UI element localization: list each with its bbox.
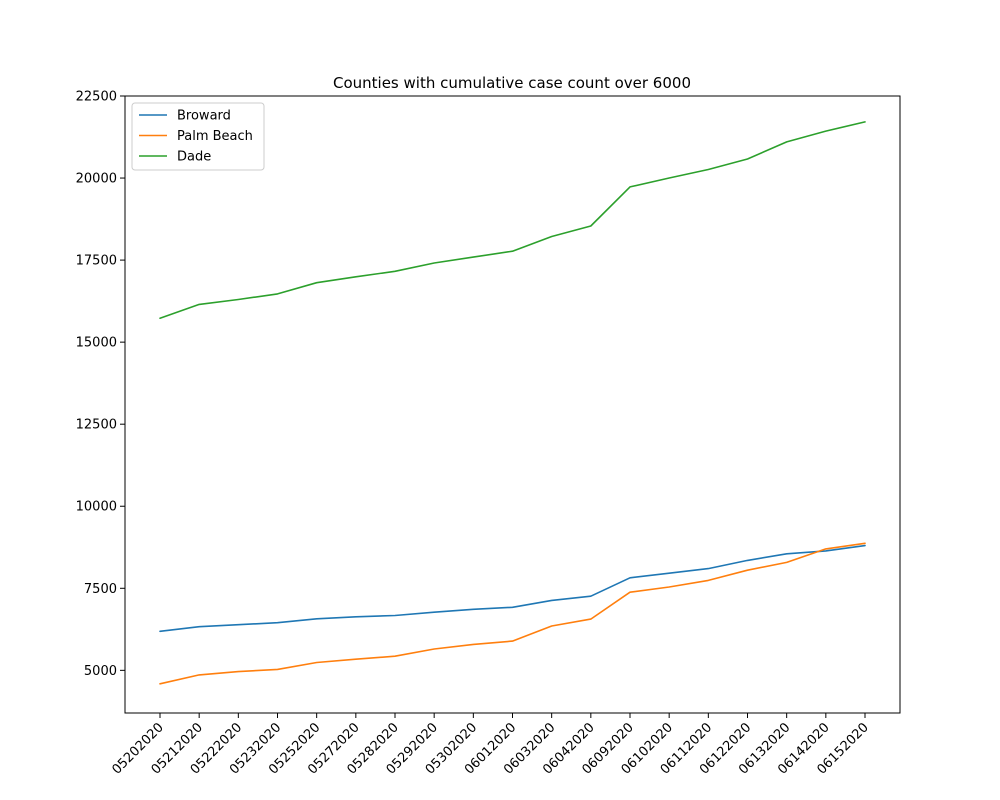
legend-box	[131, 102, 265, 171]
series-line-dade	[159, 121, 866, 320]
series-line-broward	[159, 544, 866, 633]
y-tick-label: 7500	[84, 582, 117, 597]
y-tick-label: 12500	[76, 418, 117, 433]
y-tick-label: 10000	[76, 500, 117, 515]
x-axis: 0520202005212020052220200523202005252020…	[109, 713, 872, 778]
plot-area-frame	[124, 95, 901, 714]
y-axis: 5000 7500 10000 12500 15000 17500 20000 22500	[76, 90, 125, 679]
y-tick-label: 5000	[84, 664, 117, 679]
legend-label: Broward	[177, 109, 231, 124]
y-tick-label: 15000	[76, 336, 117, 351]
chart-title: Counties with cumulative case count over…	[333, 74, 691, 92]
y-tick-label: 17500	[76, 254, 117, 269]
y-tick-label: 20000	[76, 172, 117, 187]
series-layer	[159, 121, 866, 685]
series-line-palm-beach	[159, 542, 866, 685]
legend-label: Dade	[177, 150, 211, 165]
y-tick-label: 22500	[76, 90, 117, 105]
legend-label: Palm Beach	[177, 129, 253, 144]
legend: Broward Palm Beach Dade	[131, 102, 265, 171]
